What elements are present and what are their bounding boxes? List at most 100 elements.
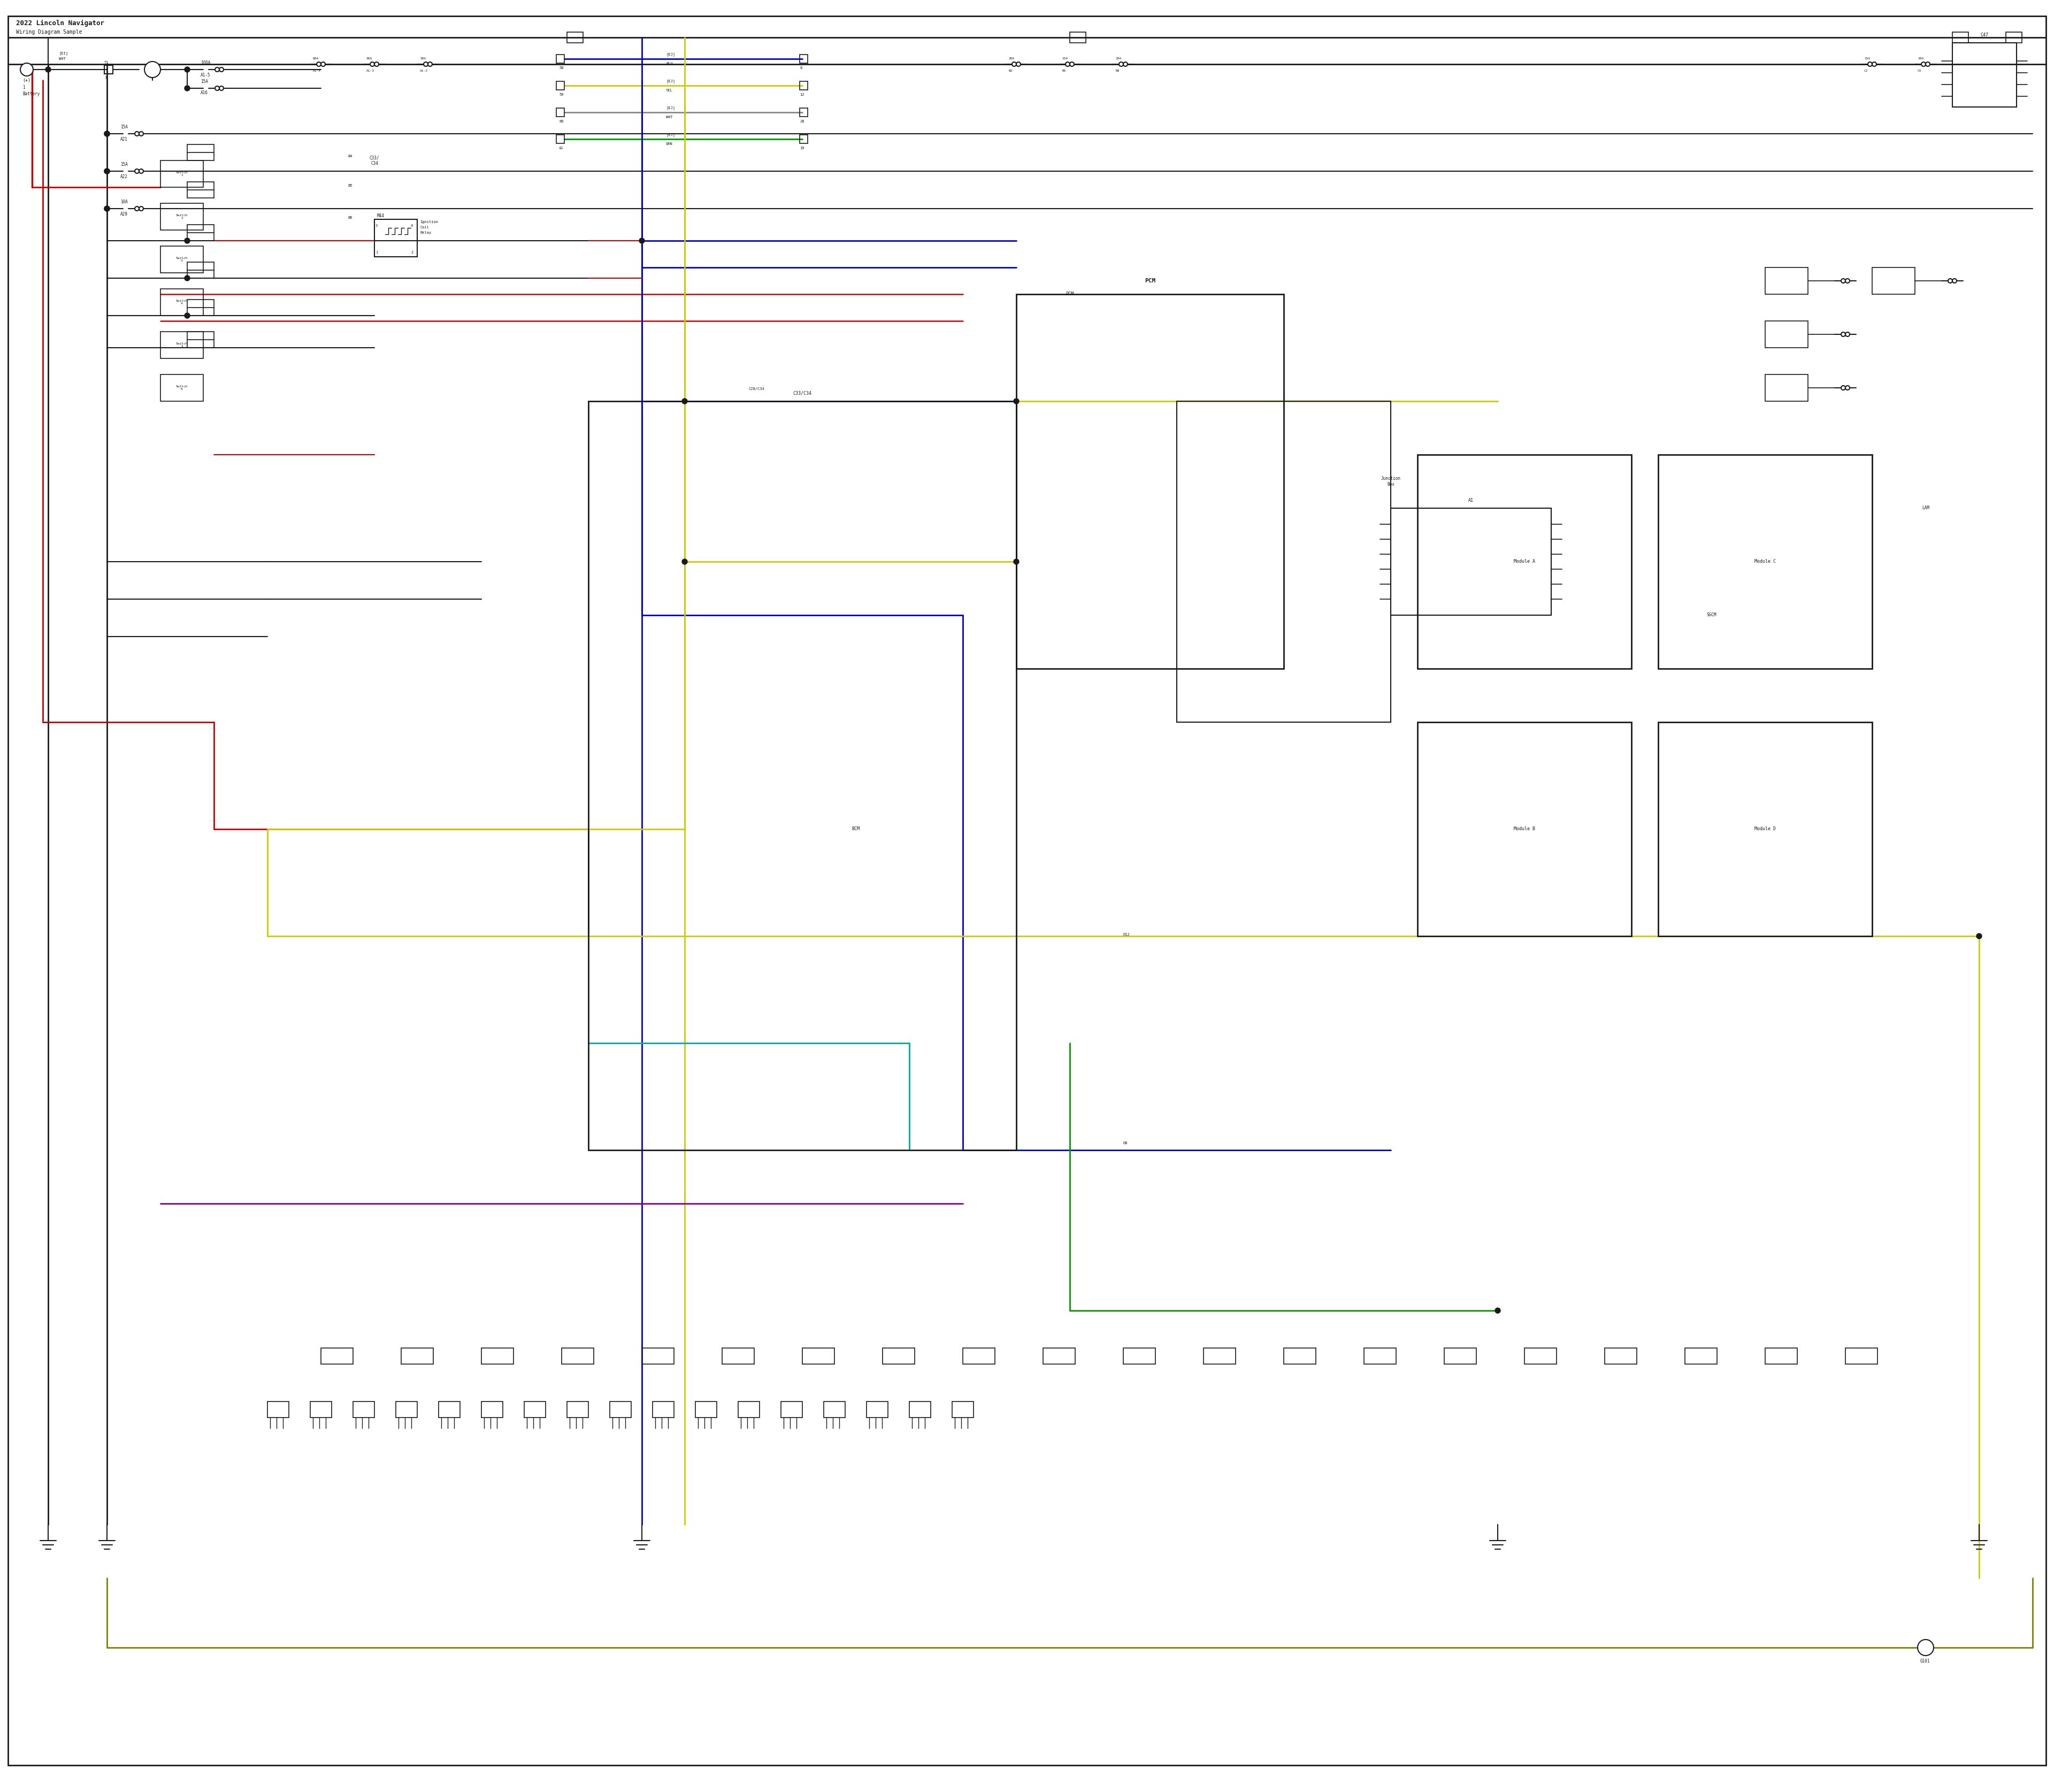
Circle shape (220, 68, 224, 72)
Circle shape (1840, 280, 1844, 283)
Text: Module D: Module D (1754, 826, 1777, 831)
Bar (1417, 455, 1631, 668)
Text: 15A: 15A (201, 79, 207, 84)
Text: Switch
6: Switch 6 (177, 385, 187, 391)
Text: A29: A29 (121, 211, 127, 217)
Text: B5: B5 (347, 185, 351, 186)
Text: Ignition: Ignition (419, 220, 438, 224)
Bar (799, 81, 807, 90)
Bar (610, 1401, 631, 1417)
Bar (557, 81, 565, 90)
Text: [EJ]: [EJ] (665, 133, 676, 136)
Bar (567, 1401, 587, 1417)
Circle shape (220, 86, 224, 90)
Bar (1871, 267, 1914, 294)
Bar (2007, 32, 2021, 43)
Bar (910, 1401, 930, 1417)
Circle shape (639, 238, 645, 244)
Text: B8: B8 (1115, 70, 1119, 72)
Text: B6: B6 (347, 217, 351, 219)
Bar (187, 224, 214, 240)
Circle shape (185, 314, 189, 319)
Text: 10A: 10A (1918, 57, 1925, 59)
Text: Switch
4: Switch 4 (177, 299, 187, 305)
Bar (160, 161, 203, 186)
Bar (1417, 722, 1631, 935)
Text: D12: D12 (1124, 934, 1130, 935)
Circle shape (1124, 63, 1128, 66)
Text: 3: 3 (376, 224, 378, 228)
Text: WHT: WHT (665, 115, 674, 118)
Bar (374, 219, 417, 256)
Text: 1: 1 (376, 251, 378, 254)
Circle shape (21, 63, 33, 75)
Text: A1-2: A1-2 (419, 70, 427, 72)
Text: C2: C2 (1865, 70, 1869, 72)
Bar (867, 1401, 887, 1417)
Text: 15A: 15A (121, 161, 127, 167)
Circle shape (370, 63, 374, 66)
Text: 59: 59 (559, 93, 563, 97)
Bar (653, 1401, 674, 1417)
Circle shape (1871, 63, 1877, 66)
Bar (799, 134, 807, 143)
Text: 42: 42 (559, 147, 563, 151)
Text: C28/C34: C28/C34 (750, 387, 764, 391)
Bar (160, 289, 203, 315)
Text: T1: T1 (105, 61, 109, 65)
Circle shape (216, 86, 220, 90)
Bar (440, 1401, 460, 1417)
Text: 20A: 20A (419, 57, 425, 59)
Text: PCM: PCM (1144, 278, 1156, 283)
Circle shape (144, 61, 160, 77)
Bar (1953, 32, 1968, 43)
Bar (824, 1401, 844, 1417)
Text: 66: 66 (559, 120, 563, 124)
Bar (160, 332, 203, 358)
Circle shape (185, 276, 189, 281)
Text: 1: 1 (23, 84, 25, 90)
Bar (587, 401, 1017, 1150)
Bar (1764, 1348, 1797, 1364)
Circle shape (1927, 63, 1931, 66)
Text: 8: 8 (799, 66, 801, 70)
Bar (557, 134, 565, 143)
Bar (187, 145, 214, 161)
Bar (481, 1401, 503, 1417)
Bar (1391, 509, 1551, 615)
Text: Wiring Diagram Sample: Wiring Diagram Sample (16, 29, 82, 34)
Bar (953, 1401, 974, 1417)
Circle shape (320, 63, 325, 66)
Circle shape (140, 168, 144, 174)
Bar (1604, 1348, 1637, 1364)
Text: Module C: Module C (1754, 559, 1777, 564)
Text: GRN: GRN (665, 142, 674, 145)
Circle shape (1013, 398, 1019, 403)
Circle shape (1953, 280, 1957, 283)
Bar (1764, 267, 1808, 294)
Circle shape (1867, 63, 1871, 66)
Bar (401, 1348, 433, 1364)
Text: 58: 58 (559, 66, 563, 70)
Circle shape (216, 68, 220, 72)
Text: B2: B2 (1009, 70, 1013, 72)
Circle shape (1844, 332, 1851, 337)
Text: 15A: 15A (121, 125, 127, 129)
Circle shape (136, 206, 140, 211)
Bar (1764, 375, 1808, 401)
Text: Switch
3: Switch 3 (177, 256, 187, 262)
Bar (641, 1348, 674, 1364)
Circle shape (1070, 63, 1074, 66)
Bar (781, 1401, 803, 1417)
Text: YEL: YEL (665, 90, 674, 91)
Circle shape (185, 66, 189, 72)
Circle shape (1844, 385, 1851, 391)
Circle shape (1017, 63, 1021, 66)
Text: 2022 Lincoln Navigator: 2022 Lincoln Navigator (16, 20, 105, 27)
Text: Module A: Module A (1514, 559, 1534, 564)
Bar (1844, 1348, 1877, 1364)
Bar (1444, 1348, 1477, 1364)
Text: Module B: Module B (1514, 826, 1534, 831)
Circle shape (1013, 559, 1019, 564)
Bar (803, 1348, 834, 1364)
